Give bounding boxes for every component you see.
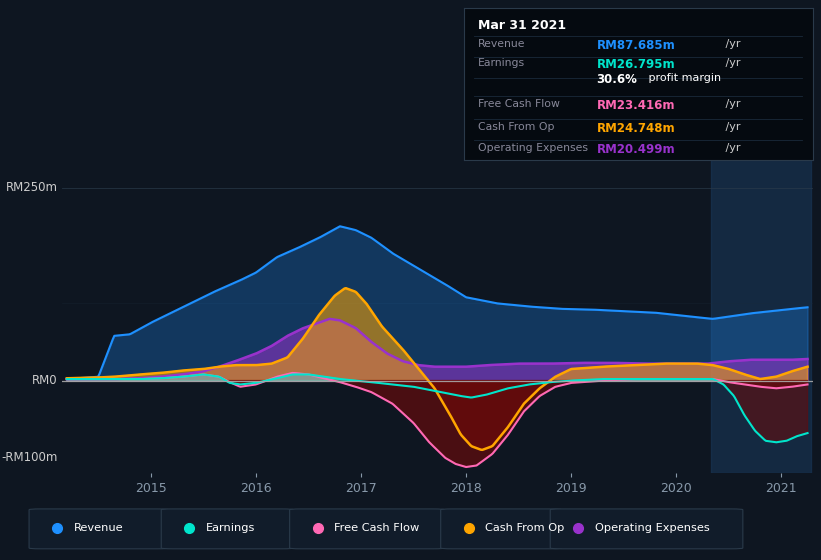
Text: Revenue: Revenue bbox=[478, 39, 525, 49]
FancyBboxPatch shape bbox=[441, 509, 562, 549]
Text: RM87.685m: RM87.685m bbox=[596, 39, 675, 52]
Text: Free Cash Flow: Free Cash Flow bbox=[334, 523, 420, 533]
Text: Revenue: Revenue bbox=[74, 523, 123, 533]
Text: -RM100m: -RM100m bbox=[1, 451, 57, 464]
FancyBboxPatch shape bbox=[550, 509, 743, 549]
Text: /yr: /yr bbox=[722, 143, 741, 153]
Text: Operating Expenses: Operating Expenses bbox=[478, 143, 588, 153]
Text: RM20.499m: RM20.499m bbox=[596, 143, 675, 156]
FancyBboxPatch shape bbox=[161, 509, 293, 549]
Text: RM0: RM0 bbox=[32, 374, 57, 387]
Text: Cash From Op: Cash From Op bbox=[478, 122, 554, 132]
Text: RM23.416m: RM23.416m bbox=[596, 99, 675, 112]
Text: Earnings: Earnings bbox=[206, 523, 255, 533]
Text: Cash From Op: Cash From Op bbox=[485, 523, 565, 533]
Text: Free Cash Flow: Free Cash Flow bbox=[478, 99, 560, 109]
Bar bbox=[711, 157, 810, 473]
Text: Mar 31 2021: Mar 31 2021 bbox=[478, 19, 566, 32]
Text: /yr: /yr bbox=[722, 99, 741, 109]
Text: RM26.795m: RM26.795m bbox=[596, 58, 675, 71]
Text: profit margin: profit margin bbox=[645, 73, 722, 83]
Text: Operating Expenses: Operating Expenses bbox=[594, 523, 709, 533]
Text: /yr: /yr bbox=[722, 122, 741, 132]
Text: RM24.748m: RM24.748m bbox=[596, 122, 675, 135]
Text: /yr: /yr bbox=[722, 58, 741, 68]
Text: 30.6%: 30.6% bbox=[596, 73, 637, 86]
Text: /yr: /yr bbox=[722, 39, 741, 49]
Text: RM250m: RM250m bbox=[6, 181, 57, 194]
FancyBboxPatch shape bbox=[290, 509, 444, 549]
FancyBboxPatch shape bbox=[29, 509, 169, 549]
Text: Earnings: Earnings bbox=[478, 58, 525, 68]
